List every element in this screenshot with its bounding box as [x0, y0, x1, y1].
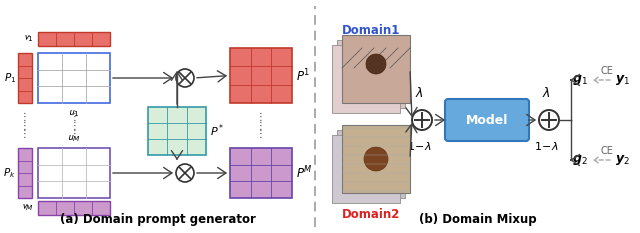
Text: $\boldsymbol{g}_1$: $\boldsymbol{g}_1$	[572, 73, 588, 87]
Text: $\boldsymbol{y}_1$: $\boldsymbol{y}_1$	[615, 73, 630, 87]
Text: ⋮
⋮
⋮: ⋮ ⋮ ⋮	[256, 112, 266, 139]
Text: Domain2: Domain2	[342, 208, 400, 221]
FancyBboxPatch shape	[38, 32, 110, 46]
FancyBboxPatch shape	[332, 135, 400, 203]
Text: $1\!-\!\lambda$: $1\!-\!\lambda$	[534, 140, 558, 152]
FancyBboxPatch shape	[445, 99, 529, 141]
Text: $P_k$: $P_k$	[3, 166, 16, 180]
Text: Model: Model	[466, 113, 508, 127]
Text: $1\!-\!\lambda$: $1\!-\!\lambda$	[407, 140, 431, 152]
Text: $P_1$: $P_1$	[4, 71, 16, 85]
Text: $\lambda$: $\lambda$	[541, 86, 550, 100]
Text: $\mathcal{u}_M$: $\mathcal{u}_M$	[67, 133, 81, 144]
Text: $\boldsymbol{g}_2$: $\boldsymbol{g}_2$	[572, 153, 588, 167]
FancyBboxPatch shape	[332, 45, 400, 113]
Text: $P^*$: $P^*$	[210, 123, 225, 139]
FancyBboxPatch shape	[230, 48, 292, 103]
Text: $\lambda$: $\lambda$	[415, 86, 423, 100]
Text: Domain1: Domain1	[342, 24, 400, 38]
Text: (a) Domain prompt generator: (a) Domain prompt generator	[60, 213, 255, 226]
Text: $P^1$: $P^1$	[296, 67, 310, 84]
Text: $\mathcal{u}_1$: $\mathcal{u}_1$	[68, 108, 79, 119]
FancyBboxPatch shape	[342, 35, 410, 103]
Text: $\mathcal{v}_M$: $\mathcal{v}_M$	[21, 203, 34, 213]
Circle shape	[364, 147, 388, 171]
Circle shape	[366, 54, 386, 74]
FancyBboxPatch shape	[18, 148, 32, 198]
Circle shape	[176, 69, 194, 87]
FancyBboxPatch shape	[38, 53, 110, 103]
Text: ⋮
⋮
⋮: ⋮ ⋮ ⋮	[69, 112, 79, 139]
FancyBboxPatch shape	[337, 40, 405, 108]
Text: ⋮
⋮
⋮: ⋮ ⋮ ⋮	[20, 112, 30, 139]
Text: CE: CE	[600, 66, 613, 76]
FancyBboxPatch shape	[148, 107, 206, 155]
Circle shape	[412, 110, 432, 130]
Circle shape	[539, 110, 559, 130]
FancyBboxPatch shape	[230, 148, 292, 198]
FancyBboxPatch shape	[337, 130, 405, 198]
FancyBboxPatch shape	[18, 53, 32, 103]
Circle shape	[176, 164, 194, 182]
Text: $P^M$: $P^M$	[296, 165, 313, 181]
Text: (b) Domain Mixup: (b) Domain Mixup	[419, 213, 536, 226]
Text: CE: CE	[600, 146, 613, 156]
FancyBboxPatch shape	[38, 148, 110, 198]
Text: $\boldsymbol{y}_2$: $\boldsymbol{y}_2$	[615, 153, 630, 167]
Text: $\mathcal{v}_1$: $\mathcal{v}_1$	[23, 34, 34, 45]
FancyBboxPatch shape	[342, 125, 410, 193]
FancyBboxPatch shape	[38, 201, 110, 215]
